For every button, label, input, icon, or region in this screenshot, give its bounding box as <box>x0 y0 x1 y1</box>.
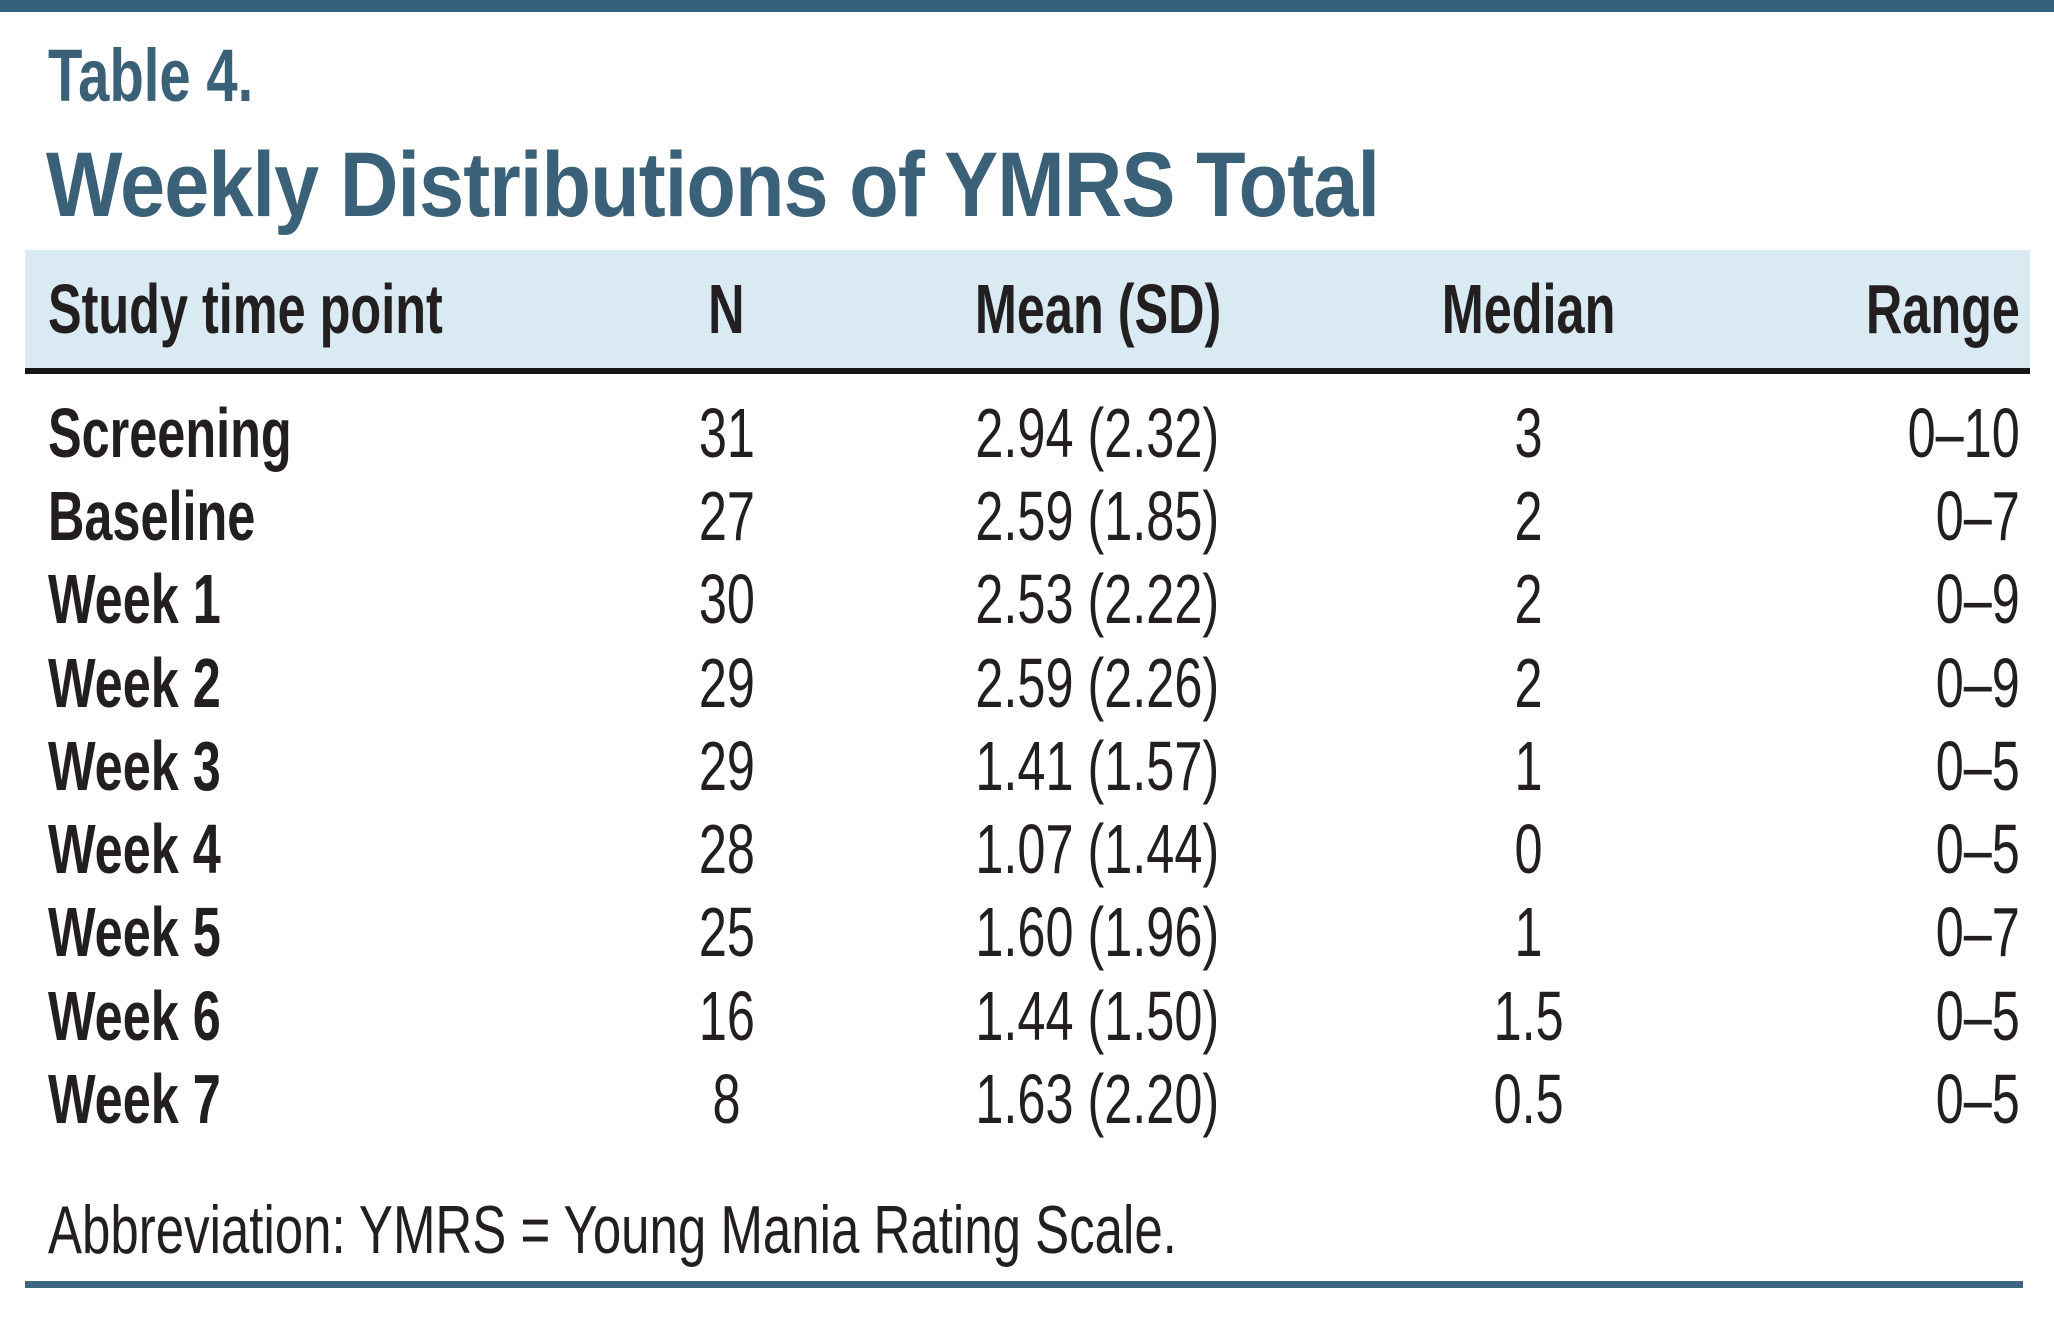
cell-range: 0–5 <box>1935 976 2020 1055</box>
cell-median: 1 <box>1514 726 1543 805</box>
cell-time-point: Week 1 <box>48 560 221 639</box>
table-row: Week 4 28 1.07 (1.44) 0 0–5 <box>25 807 2030 890</box>
cell-median: 3 <box>1514 393 1543 472</box>
col-header-study-time-point: Study time point <box>48 270 443 348</box>
table-row: Screening 31 2.94 (2.32) 3 0–10 <box>25 391 2030 474</box>
table-row: Week 3 29 1.41 (1.57) 1 0–5 <box>25 724 2030 807</box>
cell-n: 27 <box>698 476 755 555</box>
table-row: Week 2 29 2.59 (2.26) 2 0–9 <box>25 641 2030 724</box>
cell-mean-sd: 2.59 (1.85) <box>975 476 1220 555</box>
cell-median: 2 <box>1514 643 1543 722</box>
cell-mean-sd: 1.44 (1.50) <box>975 976 1220 1055</box>
cell-range: 0–9 <box>1935 643 2020 722</box>
cell-time-point: Week 4 <box>48 810 221 889</box>
cell-mean-sd: 1.63 (2.20) <box>975 1060 1220 1139</box>
table-title-text: Weekly Distributions of YMRS Total <box>46 134 1380 236</box>
cell-mean-sd: 2.53 (2.22) <box>975 560 1220 639</box>
cell-median: 2 <box>1514 560 1543 639</box>
table-footnote: Abbreviation: YMRS = Young Mania Rating … <box>48 1196 1553 1264</box>
table-row: Baseline 27 2.59 (1.85) 2 0–7 <box>25 474 2030 557</box>
cell-median: 2 <box>1514 476 1543 555</box>
cell-median: 0.5 <box>1493 1060 1564 1139</box>
cell-n: 29 <box>698 726 755 805</box>
table-row: Week 6 16 1.44 (1.50) 1.5 0–5 <box>25 974 2030 1057</box>
cell-time-point: Week 5 <box>48 893 221 972</box>
top-teal-rule <box>0 0 2054 12</box>
cell-n: 31 <box>698 393 755 472</box>
cell-mean-sd: 1.60 (1.96) <box>975 893 1220 972</box>
cell-range: 0–7 <box>1935 893 2020 972</box>
data-table: Study time point N Mean (SD) Median Rang… <box>25 250 2030 374</box>
cell-median: 1.5 <box>1493 976 1564 1055</box>
footnote-text: Abbreviation: YMRS = Young Mania Rating … <box>48 1192 1177 1268</box>
cell-mean-sd: 1.41 (1.57) <box>975 726 1220 805</box>
cell-mean-sd: 2.59 (2.26) <box>975 643 1220 722</box>
table-number-label: Table 4. <box>48 39 318 113</box>
table-number-text: Table 4. <box>48 34 254 117</box>
table-body: Screening 31 2.94 (2.32) 3 0–10 Baseline… <box>25 391 2030 1141</box>
cell-n: 8 <box>712 1060 741 1139</box>
cell-range: 0–10 <box>1907 393 2020 472</box>
table-row: Week 7 8 1.63 (2.20) 0.5 0–5 <box>25 1057 2030 1140</box>
table-header-row: Study time point N Mean (SD) Median Rang… <box>25 250 2030 374</box>
cell-range: 0–5 <box>1935 726 2020 805</box>
col-header-median: Median <box>1441 270 1616 348</box>
bottom-teal-rule <box>25 1281 2023 1288</box>
cell-range: 0–7 <box>1935 476 2020 555</box>
cell-time-point: Screening <box>48 393 292 472</box>
cell-range: 0–9 <box>1935 560 2020 639</box>
table-title: Weekly Distributions of YMRS Total <box>46 139 1561 231</box>
cell-time-point: Baseline <box>48 476 256 555</box>
cell-n: 25 <box>698 893 755 972</box>
cell-n: 30 <box>698 560 755 639</box>
cell-median: 1 <box>1514 893 1543 972</box>
table-row: Week 5 25 1.60 (1.96) 1 0–7 <box>25 891 2030 974</box>
cell-mean-sd: 1.07 (1.44) <box>975 810 1220 889</box>
cell-time-point: Week 2 <box>48 643 221 722</box>
cell-range: 0–5 <box>1935 1060 2020 1139</box>
cell-time-point: Week 7 <box>48 1060 221 1139</box>
col-header-mean-sd: Mean (SD) <box>974 270 1221 348</box>
col-header-n: N <box>708 270 745 348</box>
cell-time-point: Week 6 <box>48 976 221 1055</box>
table-row: Week 1 30 2.53 (2.22) 2 0–9 <box>25 558 2030 641</box>
cell-median: 0 <box>1514 810 1543 889</box>
col-header-range: Range <box>1865 270 2020 348</box>
cell-n: 29 <box>698 643 755 722</box>
cell-n: 28 <box>698 810 755 889</box>
cell-time-point: Week 3 <box>48 726 221 805</box>
cell-mean-sd: 2.94 (2.32) <box>975 393 1220 472</box>
cell-n: 16 <box>698 976 755 1055</box>
cell-range: 0–5 <box>1935 810 2020 889</box>
